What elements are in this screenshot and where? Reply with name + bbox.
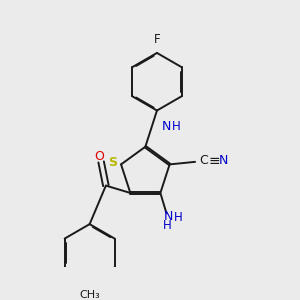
Text: N: N bbox=[219, 154, 229, 167]
Text: H: H bbox=[163, 220, 172, 232]
Text: N: N bbox=[161, 120, 171, 133]
Text: S: S bbox=[108, 156, 117, 169]
Text: C: C bbox=[199, 154, 208, 167]
Text: H: H bbox=[172, 120, 181, 133]
Text: N: N bbox=[164, 210, 173, 223]
Text: CH₃: CH₃ bbox=[79, 290, 100, 300]
Text: H: H bbox=[174, 211, 183, 224]
Text: ≡: ≡ bbox=[208, 154, 220, 168]
Text: F: F bbox=[154, 33, 160, 46]
Text: O: O bbox=[94, 150, 104, 163]
